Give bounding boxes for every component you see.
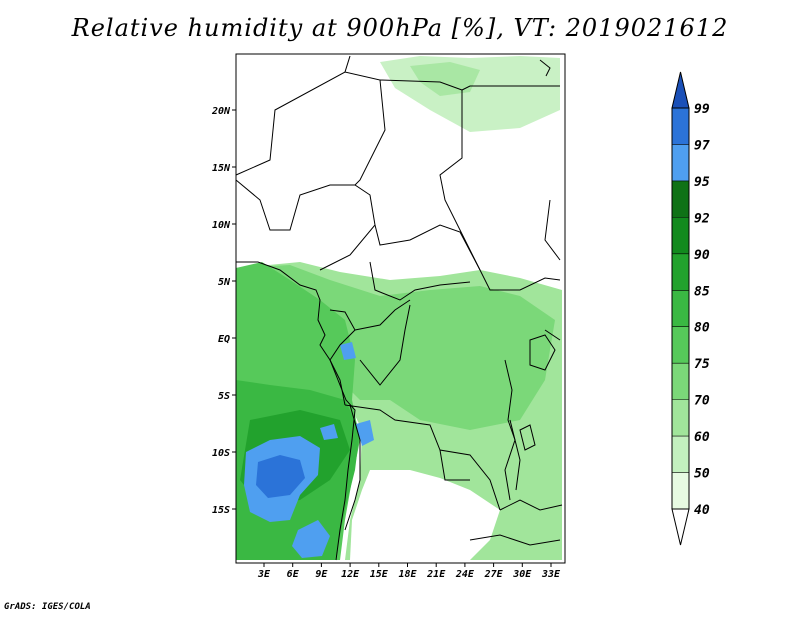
colorbar-box [672, 436, 689, 473]
lat-tick-label: EQ [218, 334, 230, 345]
lon-tick-label: 18E [398, 569, 417, 580]
colorbar-box [672, 180, 689, 218]
map-frame [235, 53, 566, 564]
coastlines [236, 59, 556, 561]
colorbar-box [672, 217, 689, 254]
latitude-axis: 20N 15N 10N 5N EQ 5S 10S 15S [211, 106, 236, 516]
colorbar-low-triangle [671, 508, 690, 546]
lat-tick-label: 15S [212, 505, 230, 516]
lon-tick-label: 12E [341, 569, 360, 580]
colorbar-box [672, 363, 689, 400]
lat-tick-label: 20N [211, 106, 231, 117]
colorbar-level-label: 50 [694, 467, 710, 482]
saturated-blue-patch-5 [340, 342, 356, 360]
colorbar-level-label: 92 [694, 211, 710, 226]
lat-tick-label: 10N [212, 220, 231, 231]
saturated-blue-patch-2 [292, 520, 330, 558]
colorbar-level-label: 60 [694, 430, 710, 445]
colorbar-level-label: 40 [694, 503, 710, 518]
lon-tick-label: 27E [484, 569, 504, 580]
longitude-axis: 3E 6E 9E 12E 15E 18E 21E 24E 27E 30E 33E [257, 563, 561, 580]
saturated-blue-patch-3 [356, 420, 374, 446]
colorbar-level-label: 80 [694, 321, 710, 336]
lon-tick-label: 15E [370, 569, 389, 580]
colorbar-level-label: 90 [694, 248, 710, 263]
colorbar-box [672, 108, 689, 145]
colorbar-high-triangle [671, 71, 690, 109]
lat-tick-label: 5S [218, 391, 230, 402]
grads-credit: GrADS: IGES/COLA [4, 602, 91, 612]
lon-tick-label: 9E [315, 569, 328, 580]
saturated-blue-core [256, 455, 305, 498]
colorbar-box [672, 144, 689, 181]
colorbar-box [672, 253, 689, 291]
colorbar-level-label: 99 [694, 102, 710, 117]
lon-tick-label: 30E [512, 569, 532, 580]
map-panel [235, 53, 566, 564]
country-borders [235, 55, 563, 546]
colorbar-level-label: 95 [694, 175, 710, 190]
colorbar-box [672, 472, 689, 509]
lon-tick-label: 24E [455, 569, 475, 580]
humidity-fields [236, 56, 562, 560]
lat-tick-label: 15N [212, 163, 231, 174]
lon-tick-label: 6E [287, 569, 300, 580]
dry-interior [350, 470, 500, 560]
lat-tick-label: 5N [218, 277, 231, 288]
colorbar-level-label: 97 [694, 138, 710, 153]
lon-tick-label: 3E [257, 569, 271, 580]
lat-tick-label: 10S [212, 448, 230, 459]
colorbar-level-label: 75 [694, 357, 710, 372]
lon-tick-label: 21E [426, 569, 446, 580]
colorbar-level-label: 70 [694, 394, 710, 409]
colorbar-legend: 40 50 60 70 75 80 85 90 92 95 97 99 [671, 71, 710, 546]
chart-title: Relative humidity at 900hPa [%], VT: 201… [71, 14, 729, 42]
colorbar-box [672, 290, 689, 327]
north-moist-patch-inner [410, 62, 480, 96]
colorbar-box [672, 326, 689, 364]
lon-tick-label: 33E [541, 569, 561, 580]
colorbar-box [672, 399, 689, 437]
colorbar-level-label: 85 [694, 284, 710, 299]
saturated-blue-patch-4 [320, 424, 338, 440]
